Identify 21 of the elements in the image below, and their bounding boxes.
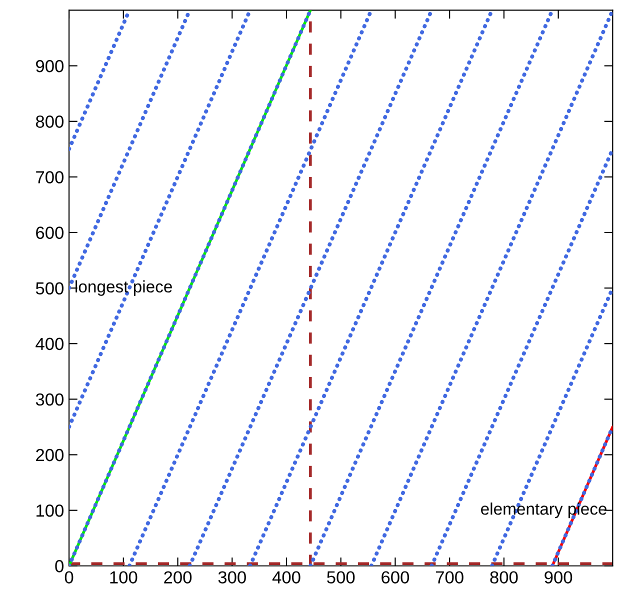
y-tick-label: 300 xyxy=(36,393,64,406)
y-tick-label: 800 xyxy=(36,116,64,128)
y-tick-label: 100 xyxy=(36,504,64,517)
x-tick-label: 300 xyxy=(218,571,246,584)
x-tick-label: 200 xyxy=(164,571,192,584)
x-tick-label: 600 xyxy=(382,571,410,584)
y-tick-label: 700 xyxy=(36,171,64,184)
y-tick-label: 500 xyxy=(36,282,64,295)
x-tick-label: 500 xyxy=(327,571,355,584)
y-tick-label: 200 xyxy=(36,448,64,462)
x-tick-label: 0 xyxy=(64,571,74,584)
y-tick-label: 600 xyxy=(36,226,64,239)
y-tick-label: 900 xyxy=(36,60,64,72)
x-tick-label: 700 xyxy=(436,571,464,584)
y-tick-label: 0 xyxy=(55,560,64,572)
annotation: longest piece xyxy=(76,280,172,296)
x-tick-label: 400 xyxy=(272,571,300,584)
x-tick-label: 800 xyxy=(490,571,518,584)
x-tick-label: 900 xyxy=(544,571,572,584)
x-tick-label: 100 xyxy=(110,571,138,584)
y-tick-label: 400 xyxy=(36,338,64,350)
